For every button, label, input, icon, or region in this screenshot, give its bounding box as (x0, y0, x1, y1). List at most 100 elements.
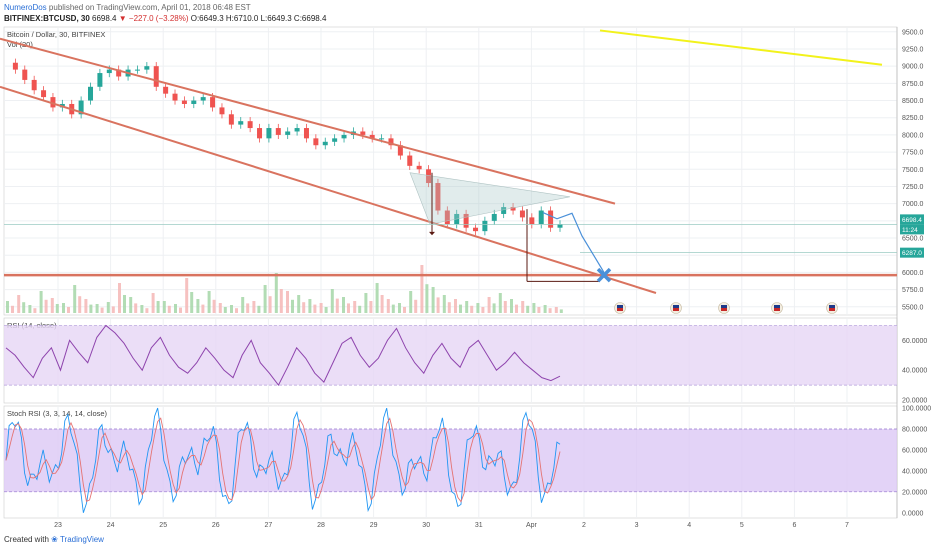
flag-icon (721, 305, 727, 308)
volume-bar (257, 305, 261, 313)
volume-bar (134, 303, 138, 313)
candle (322, 141, 328, 146)
y-tick-label: 8000.0 (902, 132, 924, 139)
down-arrow-icon: ▼ (118, 14, 127, 23)
volume-bar (319, 303, 323, 313)
candle (116, 69, 122, 77)
candle (210, 97, 216, 108)
author-link[interactable]: NumeroDos (4, 3, 47, 12)
stoch-k-line (5, 407, 561, 513)
candle (557, 224, 563, 228)
volume-bar (252, 301, 256, 313)
flag-icon (774, 308, 780, 311)
target-x-icon (596, 267, 612, 283)
candle (426, 169, 432, 184)
created-with-text: Created with (4, 535, 49, 544)
volume-bar (391, 304, 395, 313)
published-text: published on TradingView.com, April 01, … (48, 3, 251, 12)
volume-bar (358, 305, 362, 313)
candle (41, 90, 47, 98)
volume-bar (95, 304, 99, 313)
candle (50, 97, 56, 108)
candle (360, 131, 366, 135)
volume-bar (140, 305, 144, 313)
volume-bar (302, 302, 306, 313)
volume-bar (492, 303, 496, 313)
candle (379, 138, 385, 140)
volume-bar (503, 301, 507, 313)
candle (313, 138, 319, 146)
candle (31, 79, 37, 91)
ohlc-values: O:6649.3 H:6710.0 L:6649.3 C:6698.4 (190, 14, 327, 23)
candle (548, 210, 554, 228)
volume-bar (11, 305, 14, 313)
y-tick-label: 8250.0 (902, 115, 924, 122)
volume-bar (465, 301, 469, 313)
candle (22, 69, 28, 80)
y-tick-label: 6500.0 (902, 236, 924, 243)
y-tick-label: 7000.0 (902, 201, 924, 208)
volume-bar (543, 305, 547, 313)
volume-bar (403, 307, 406, 313)
volume-bar (174, 304, 177, 313)
flag-icon (721, 308, 727, 311)
volume-bar (167, 305, 171, 313)
tradingview-link[interactable]: TradingView (59, 535, 104, 544)
triangle-pattern (409, 172, 571, 225)
yellow-trend-line (599, 29, 883, 66)
candle (285, 131, 291, 135)
candle (97, 73, 103, 87)
volume-bar (190, 292, 194, 313)
x-tick-label: 7 (845, 522, 849, 529)
candle (519, 210, 525, 218)
volume-bar (268, 296, 272, 313)
volume-bar (223, 307, 227, 313)
volume-bar (89, 304, 93, 313)
candle (341, 134, 347, 139)
candle (510, 207, 516, 211)
volume-bar (380, 295, 384, 313)
candle (163, 86, 169, 94)
flag-icon (617, 308, 623, 311)
x-tick-label: 30 (422, 522, 430, 529)
y-tick-label: 9000.0 (902, 64, 924, 71)
x-tick-label: 28 (317, 522, 325, 529)
volume-bar (145, 308, 149, 313)
stoch-tick-label: 60.0000 (902, 447, 927, 454)
volume-bar (279, 289, 283, 313)
candle (294, 128, 300, 132)
projection-path (542, 212, 605, 273)
candle (501, 207, 507, 214)
price-tag-label: 6287.0 (902, 250, 922, 257)
volume-bar (235, 308, 238, 313)
volume-bar (156, 301, 160, 313)
volume-bar (50, 298, 54, 313)
volume-bar (84, 299, 88, 313)
volume-bar (515, 304, 518, 313)
candle (200, 97, 206, 101)
volume-bar (67, 307, 70, 313)
candle (266, 128, 272, 139)
symbol: BITFINEX:BTCUSD, 30 (4, 14, 90, 23)
volume-bar (207, 291, 211, 313)
volume-bar (212, 299, 216, 313)
volume-bar (179, 307, 182, 313)
volume-bar (162, 301, 166, 313)
volume-bar (347, 303, 350, 313)
candle (12, 62, 18, 70)
rsi-tick-label: 20.0000 (902, 398, 927, 405)
x-tick-label: 27 (265, 522, 273, 529)
volume-bar (17, 295, 21, 313)
volume-bar (447, 302, 451, 313)
y-tick-label: 7250.0 (902, 184, 924, 191)
arrow-head-icon (429, 231, 435, 236)
x-tick-label: 29 (370, 522, 378, 529)
flag-icon (673, 308, 679, 311)
x-tick-label: 3 (635, 522, 639, 529)
main-title: Bitcoin / Dollar, 30, BITFINEX (7, 30, 105, 39)
volume-bar (297, 295, 301, 313)
volume-bar (151, 293, 155, 313)
candle (153, 66, 159, 87)
y-tick-label: 5750.0 (902, 287, 924, 294)
